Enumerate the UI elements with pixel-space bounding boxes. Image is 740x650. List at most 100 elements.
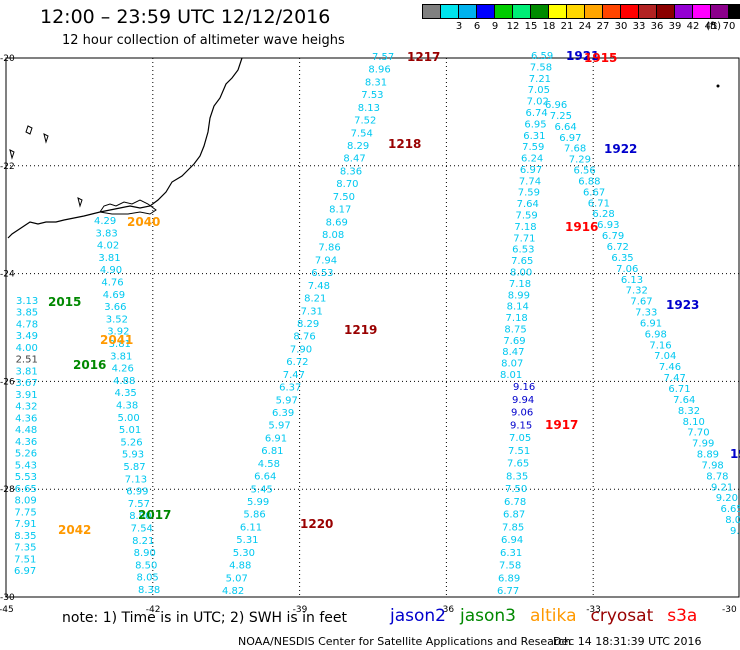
wave-height-value: 6.87 — [503, 510, 525, 521]
lon-tick-label: -42 — [146, 605, 161, 615]
wave-height-value: 6.72 — [286, 357, 308, 368]
wave-height-value: 6.78 — [504, 497, 526, 508]
lon-tick-label: -30 — [722, 605, 737, 615]
pass-label-1220: 1220 — [300, 517, 333, 531]
color-scale-tick: 39 — [668, 21, 682, 32]
wave-height-value: 8.75 — [504, 324, 526, 335]
wave-height-value: 7.65 — [507, 459, 529, 470]
wave-height-value: 4.32 — [15, 402, 37, 413]
wave-height-value: 6.91 — [640, 318, 662, 329]
wave-height-value: 7.58 — [530, 62, 552, 73]
wave-height-value: 4.35 — [115, 388, 137, 399]
wave-height-value: 8.90 — [129, 511, 151, 522]
wave-height-value: 7.02 — [527, 97, 549, 108]
wave-height-value: 7.53 — [361, 90, 383, 101]
render-date: Dec 14 18:31:39 UTC 2016 — [553, 635, 702, 648]
wave-height-value: 4.88 — [229, 561, 251, 572]
wave-height-value: 4.78 — [16, 319, 38, 330]
wave-height-value: 6.11 — [240, 522, 262, 533]
wave-height-value: 7.18 — [506, 313, 528, 324]
wave-height-value: 5.87 — [123, 462, 145, 473]
wave-height-value: 7.32 — [626, 286, 648, 297]
wave-height-value: 5.26 — [120, 437, 142, 448]
wave-height-value: 5.97 — [268, 421, 290, 432]
wave-height-value: 8.36 — [340, 166, 362, 177]
wave-height-value: 4.26 — [112, 364, 134, 375]
pass-label-2016: 2016 — [73, 358, 106, 372]
wave-height-value: 3.81 — [98, 253, 120, 264]
wave-height-value: 6.98 — [645, 329, 667, 340]
wave-height-value: 7.04 — [654, 351, 676, 362]
altimeter-tracks: 7.578.968.317.538.137.527.548.298.478.36… — [14, 51, 740, 597]
wave-height-value: 4.38 — [116, 401, 138, 412]
chart-title: 12:00 – 23:59 UTC 12/12/2016 — [40, 6, 331, 28]
wave-height-value: 6.89 — [498, 573, 520, 584]
wave-height-value: 6.97 — [14, 566, 36, 577]
wave-height-value: 4.69 — [103, 290, 125, 301]
wave-height-value: 7.52 — [354, 116, 376, 127]
pass-label-1921: 1921 — [566, 49, 599, 63]
wave-height-value: 4.90 — [100, 265, 122, 276]
wave-height-value: 8.31 — [365, 77, 387, 88]
wave-height-value: 2.51 — [16, 355, 38, 366]
pass-label-1218: 1218 — [388, 137, 421, 151]
wave-height-value: 5.43 — [15, 460, 37, 471]
wave-height-value: 7.48 — [308, 281, 330, 292]
wave-height-value: 8.14 — [507, 302, 529, 313]
wave-height-value: 4.82 — [222, 586, 244, 597]
wave-height-value: 9.61 — [730, 526, 740, 537]
wave-height-value: 7.06 — [616, 264, 638, 275]
wave-height-value: 3.52 — [106, 314, 128, 325]
color-scale-tick: 18 — [542, 21, 556, 32]
wave-height-value: 6.67 — [583, 187, 605, 198]
wave-height-value: 6.56 — [573, 166, 595, 177]
pass-label-1917: 1917 — [545, 418, 578, 432]
wave-height-value: 3.85 — [16, 308, 38, 319]
legend-s3a: s3a — [667, 606, 698, 626]
wave-height-value: 6.88 — [578, 176, 600, 187]
wave-height-value: 7.70 — [687, 428, 709, 439]
wave-height-value: 8.89 — [697, 450, 719, 461]
wave-height-value: 5.26 — [15, 449, 37, 460]
wave-height-value: 8.35 — [14, 531, 36, 542]
wave-height-value: 7.18 — [509, 279, 531, 290]
wave-height-value: 4.29 — [94, 216, 116, 227]
wave-height-value: 7.46 — [659, 362, 681, 373]
wave-height-value: 6.28 — [592, 209, 614, 220]
color-scale-tick: 15 — [524, 21, 538, 32]
color-scale-tick: 30 — [614, 21, 628, 32]
coastline-inlet — [99, 199, 157, 215]
lon-tick-label: -36 — [439, 605, 454, 615]
wave-height-value: 7.98 — [702, 460, 724, 471]
wave-height-value: 9.21 — [711, 482, 733, 493]
wave-height-value: 7.51 — [14, 554, 36, 565]
wave-height-value: 5.01 — [119, 425, 141, 436]
wave-height-value: 7.65 — [511, 256, 533, 267]
wave-height-value: 7.50 — [505, 484, 527, 495]
wave-height-value: 5.45 — [251, 484, 273, 495]
wave-height-value: 5.99 — [247, 497, 269, 508]
wave-height-value: 7.47 — [664, 373, 686, 384]
wave-height-value: 6.71 — [588, 198, 610, 209]
wave-height-value: 7.29 — [569, 155, 591, 166]
wave-height-value: 7.67 — [630, 297, 652, 308]
color-scale-tick: 33 — [632, 21, 646, 32]
island — [25, 125, 33, 135]
wave-height-value: 6.97 — [520, 165, 542, 176]
wave-height-value: 3.81 — [109, 339, 131, 350]
wave-height-value: 7.54 — [131, 524, 153, 535]
chart-subtitle: 12 hour collection of altimeter wave hei… — [62, 33, 345, 48]
wave-height-value: 5.93 — [122, 450, 144, 461]
wave-height-value: 6.65 — [15, 484, 37, 495]
wave-height-value: 3.91 — [15, 390, 37, 401]
pass-label-19: 19 — [730, 447, 740, 461]
color-scale-tick: 6 — [473, 21, 481, 32]
wave-height-value: 7.13 — [125, 474, 147, 485]
wave-height-value: 8.99 — [508, 290, 530, 301]
wave-height-value: 7.21 — [529, 74, 551, 85]
wave-height-value: 6.64 — [254, 472, 276, 483]
wave-height-value: 6.35 — [611, 253, 633, 264]
wave-height-value: 6.74 — [525, 108, 547, 119]
wave-height-value: 6.94 — [501, 535, 523, 546]
legend-jason2: jason2 — [390, 606, 446, 626]
